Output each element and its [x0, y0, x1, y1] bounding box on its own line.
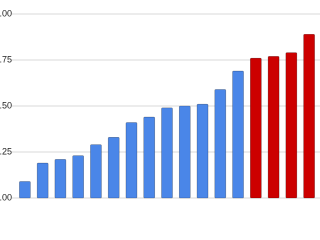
bar [90, 144, 102, 199]
bar [250, 57, 262, 199]
y-tick-label: 1.00 [0, 8, 12, 18]
bar [125, 122, 138, 199]
bar [161, 107, 173, 199]
y-tick-label: 0.00 [0, 192, 12, 202]
bar [36, 162, 49, 199]
chart: 0.00 0.25 0.50 0.75 1.00 [0, 8, 320, 202]
bar [143, 116, 156, 199]
bar [232, 70, 244, 199]
bar [107, 136, 120, 199]
y-tick-label: 0.25 [0, 146, 12, 156]
bar [214, 89, 227, 199]
bar [178, 105, 191, 199]
y-tick-label: 0.50 [0, 100, 12, 110]
bar [196, 103, 209, 199]
bar [267, 56, 280, 199]
bar [19, 181, 31, 199]
y-tick-label: 0.75 [0, 54, 12, 64]
bar [72, 155, 84, 199]
bar [54, 159, 67, 199]
bar [285, 52, 298, 199]
bar [303, 33, 315, 199]
